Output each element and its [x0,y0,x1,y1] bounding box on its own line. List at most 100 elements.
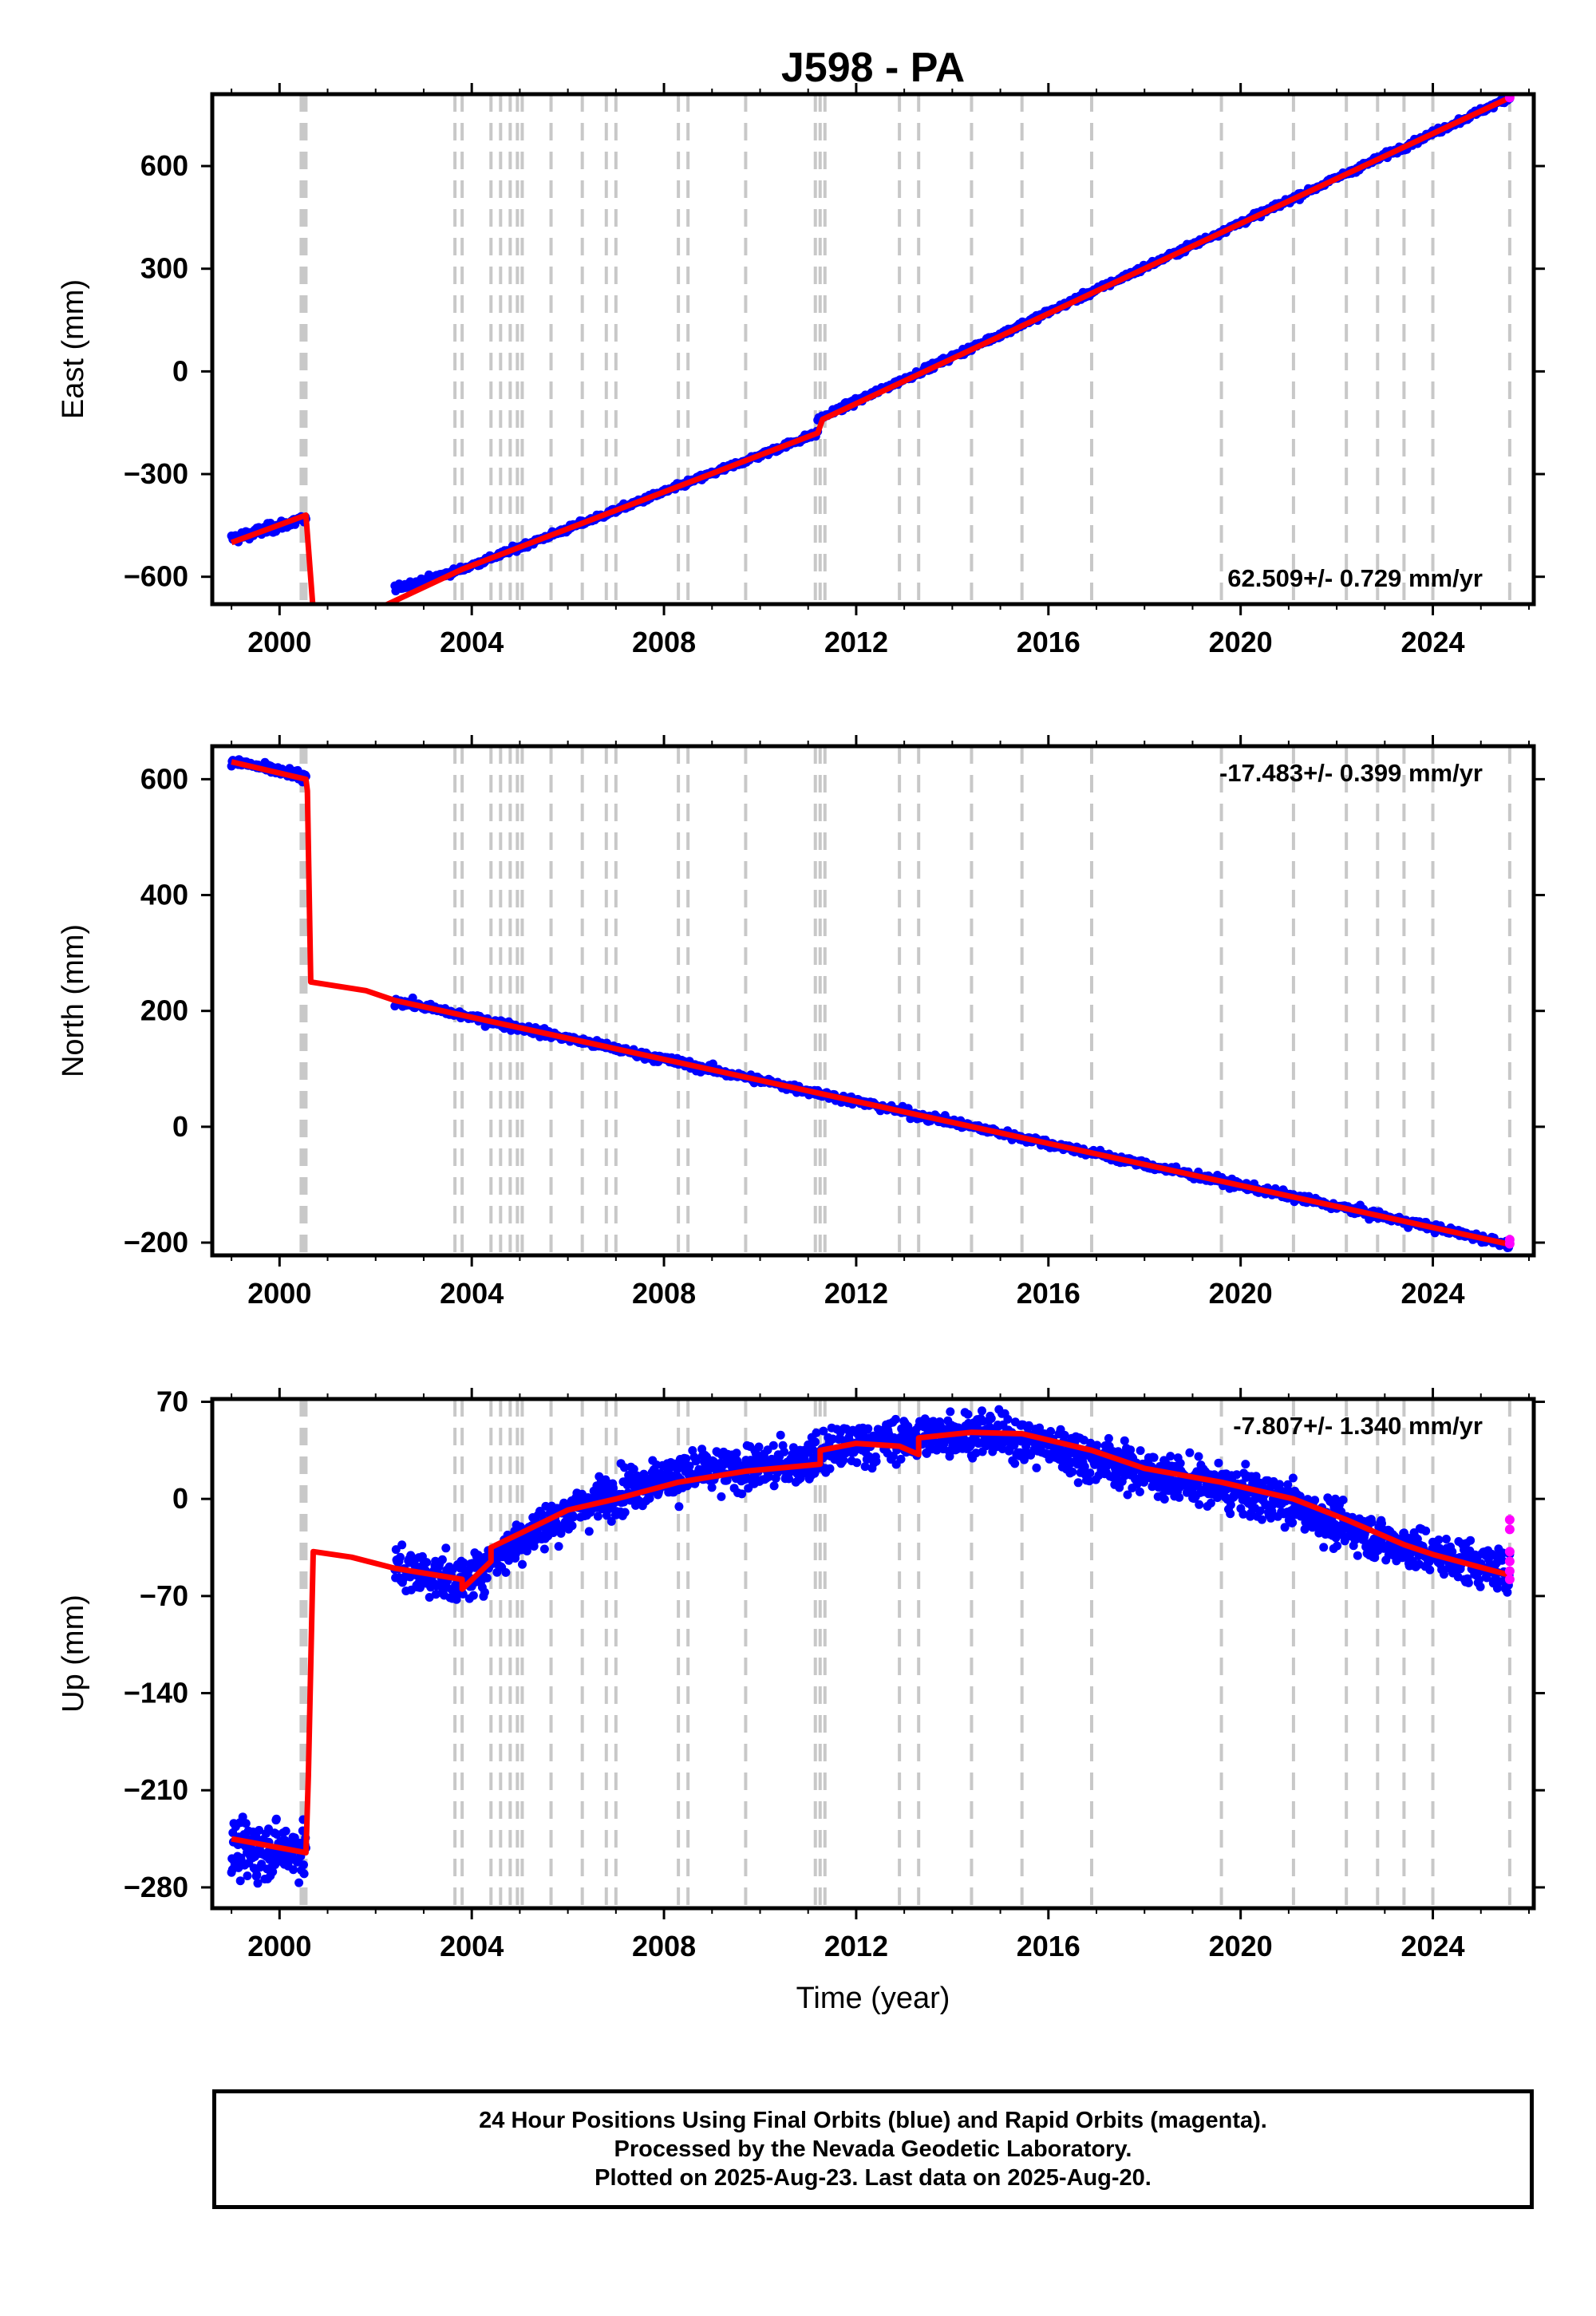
y-tick-label: 0 [172,1110,188,1143]
chart-title: J598 - PA [781,45,965,91]
data-point [1288,1518,1298,1528]
data-point [1166,1452,1175,1461]
x-tick-label: 2016 [1017,626,1080,658]
rapid-point [1504,94,1515,103]
data-point [593,1512,602,1521]
x-tick-label: 2012 [824,1277,888,1310]
data-point [1333,1541,1342,1551]
data-point [852,1458,862,1468]
final-orbit-points [227,1405,1515,1888]
x-tick-label: 2008 [632,1277,696,1310]
data-point [397,1540,407,1550]
rapid-point [1504,1556,1515,1567]
data-point [986,1413,996,1423]
data-point [1464,1578,1473,1587]
data-point [1503,1587,1512,1597]
x-tick-label: 2020 [1209,1277,1273,1310]
data-point [569,1512,578,1522]
rapid-point [1504,1524,1515,1535]
rapid-point [1504,1547,1515,1557]
caption-box: 24 Hour Positions Using Final Orbits (bl… [212,2089,1534,2209]
y-tick-label: 70 [156,1385,188,1417]
data-point [946,1407,955,1417]
data-point [1060,1430,1069,1440]
data-point [1283,1480,1293,1489]
data-point [620,1463,629,1472]
y-axis-label: Up (mm) [57,1595,90,1713]
data-point [243,1871,252,1880]
y-tick-label: −200 [124,1226,188,1259]
data-point [737,1489,747,1499]
data-point [1353,1551,1362,1560]
data-point [685,1461,694,1471]
data-point [1159,1495,1169,1504]
data-point [1288,1473,1298,1483]
y-tick-label: 0 [172,354,188,387]
data-point [717,1492,726,1501]
x-tick-label: 2004 [440,626,504,658]
data-point [1032,1463,1041,1472]
data-point [1003,1414,1013,1424]
data-point [1126,1445,1136,1455]
data-point [768,1441,778,1450]
data-point [1206,1498,1215,1508]
x-tick-label: 2016 [1017,1930,1080,1962]
data-point [268,1867,278,1876]
data-point [1300,1524,1310,1534]
y-axis-label: North (mm) [57,924,90,1077]
data-point [707,1483,717,1492]
y-tick-label: −600 [124,560,188,593]
x-tick-label: 2016 [1017,1277,1080,1310]
y-tick-label: 0 [172,1482,188,1515]
data-point [776,1430,785,1440]
x-tick-label: 2000 [247,626,311,658]
data-point [554,1542,563,1551]
data-point [299,1860,308,1870]
plot-area [227,94,1515,604]
rate-label: 62.509+/- 0.729 mm/yr [1227,564,1483,592]
data-point [1175,1492,1184,1502]
data-point [1497,1555,1507,1565]
data-point [1241,1460,1250,1469]
data-point [1135,1487,1144,1496]
data-point [1035,1423,1045,1433]
model-line [230,95,1511,604]
data-point [1194,1452,1203,1461]
data-point [1068,1467,1077,1476]
rapid-point [1504,1515,1515,1525]
x-tick-label: 2008 [632,1930,696,1962]
x-tick-label: 2024 [1400,1930,1464,1962]
data-point [482,1573,492,1583]
data-point [255,1825,264,1835]
data-point [1073,1478,1083,1488]
data-point [1024,1421,1033,1430]
data-point [252,1870,262,1879]
plot-area [227,746,1515,1255]
data-point [518,1559,527,1569]
data-point [871,1456,881,1466]
data-point [1175,1459,1185,1468]
x-tick-label: 2020 [1209,1930,1273,1962]
data-point [408,993,417,1002]
data-point [978,1406,986,1416]
data-point [1421,1526,1431,1535]
data-point [253,1879,263,1888]
data-point [299,1869,309,1879]
y-tick-label: 200 [140,994,188,1027]
data-point [891,1414,900,1424]
y-tick-label: 300 [140,252,188,285]
x-tick-label: 2012 [824,1930,888,1962]
data-point [1310,1496,1320,1505]
data-point [235,1876,245,1886]
data-point [289,1865,298,1875]
data-point [271,1860,280,1869]
data-point [437,1555,447,1564]
data-point [1010,1459,1020,1468]
x-tick-label: 2004 [440,1930,504,1962]
y-tick-label: 600 [140,762,188,795]
y-tick-label: 600 [140,149,188,182]
data-point [1214,1458,1223,1468]
data-point [1195,1500,1204,1509]
data-point [1149,1452,1159,1462]
data-point [1255,1506,1265,1516]
